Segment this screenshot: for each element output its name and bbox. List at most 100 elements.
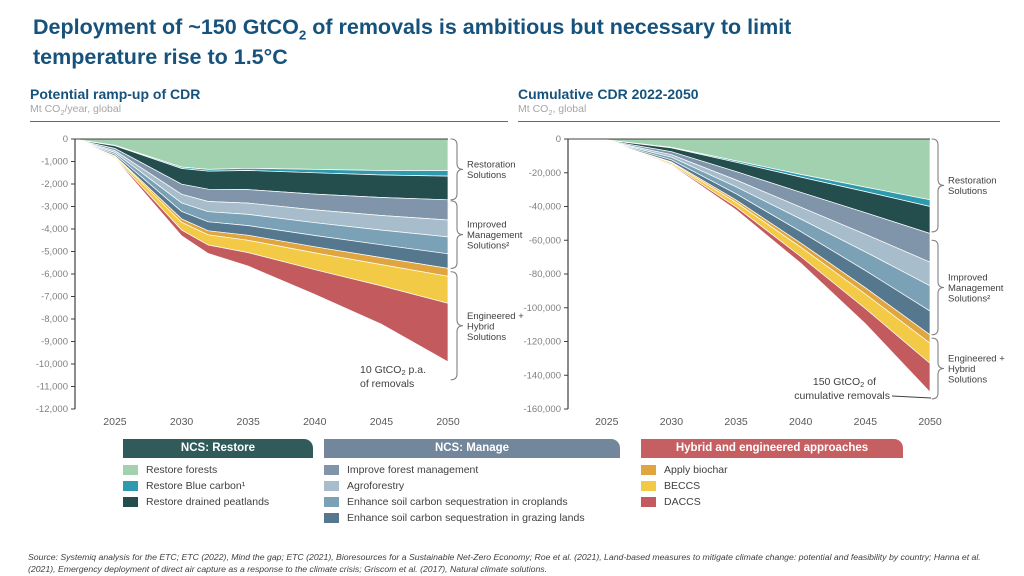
y-tick-label: -12,000 bbox=[36, 404, 68, 415]
bracket-label: Improved bbox=[467, 220, 507, 231]
legend-label: Improve forest management bbox=[347, 464, 479, 476]
legend-swatch bbox=[123, 465, 138, 475]
legend-swatch bbox=[641, 497, 656, 507]
x-tick-label: 2045 bbox=[370, 416, 394, 428]
x-tick-label: 2035 bbox=[724, 416, 748, 428]
annotation-connector-line bbox=[891, 395, 932, 399]
y-tick-label: -2,000 bbox=[41, 179, 68, 190]
legend-swatch bbox=[324, 513, 339, 523]
rampup-chart-header-block: Potential ramp-up of CDR Mt CO2/year, gl… bbox=[30, 86, 508, 123]
axes: 0 -1,000 -2,000 -3,000 -4,000 -5,000 -6,000 -7,… bbox=[36, 134, 460, 428]
legend-label: Restore forests bbox=[146, 464, 218, 476]
y-tick-label: -120,000 bbox=[523, 337, 561, 348]
cumulative-chart-unit: Mt CO2, global bbox=[518, 103, 1000, 123]
x-tick-label: 2025 bbox=[595, 416, 619, 428]
legend-label: DACCS bbox=[664, 496, 701, 508]
legend-label: Restore Blue carbon¹ bbox=[146, 480, 246, 492]
y-tick-label: -7,000 bbox=[41, 292, 68, 303]
area-daccs bbox=[74, 139, 449, 363]
annotation-line1: 150 GtCO2 of bbox=[813, 376, 876, 389]
legend-item: Enhance soil carbon sequestration in gra… bbox=[324, 510, 620, 526]
legend-items-hybrid-engineered: Apply biochar BECCS DACCS bbox=[641, 462, 903, 510]
legend-item: Restore forests bbox=[123, 462, 313, 478]
cumulative-chart-title: Cumulative CDR 2022-2050 bbox=[518, 86, 699, 102]
legend-swatch bbox=[641, 465, 656, 475]
legend-item: Agroforestry bbox=[324, 478, 620, 494]
legend-group-ncs-manage: NCS: Manage Improve forest management Agr… bbox=[324, 439, 620, 526]
curly-brace bbox=[931, 337, 945, 400]
legend-swatch bbox=[641, 481, 656, 491]
legend-group-ncs-restore: NCS: Restore Restore forests Restore Blue… bbox=[123, 439, 313, 526]
bracket-label: Solutions bbox=[467, 170, 506, 181]
y-tick-label: -20,000 bbox=[529, 168, 561, 179]
annotation-line2: cumulative removals bbox=[794, 390, 890, 402]
bracket-label: Hybrid bbox=[948, 364, 975, 375]
y-tick-label: 0 bbox=[556, 134, 561, 145]
y-tick-label: -1,000 bbox=[41, 157, 68, 168]
cumulative-stacked-area-chart: 0 -20,000 -40,000 -60,000 -80,000 -100,000 -12… bbox=[523, 134, 1005, 428]
legend-swatch bbox=[123, 497, 138, 507]
y-tick-label: -6,000 bbox=[41, 269, 68, 280]
page-title-line1: Deployment of ~150 GtCO2 of removals is … bbox=[33, 15, 792, 43]
y-tick-label: -80,000 bbox=[529, 269, 561, 280]
curly-brace bbox=[450, 138, 464, 201]
y-tick-label: -60,000 bbox=[529, 235, 561, 246]
y-tick-label: -40,000 bbox=[529, 202, 561, 213]
rampup-chart-title: Potential ramp-up of CDR bbox=[30, 86, 201, 102]
source-note: Source: Systemiq analysis for the ETC; E… bbox=[28, 552, 981, 575]
cumulative-chart-header-block: Cumulative CDR 2022-2050 Mt CO2, global bbox=[518, 86, 1000, 123]
chart-annotation: 10 GtCO2 p.a.of removals bbox=[360, 364, 426, 390]
bracket-label: Solutions² bbox=[948, 294, 990, 305]
legend-items-ncs-restore: Restore forests Restore Blue carbon¹ Resto… bbox=[123, 462, 313, 510]
annotation-line2: of removals bbox=[360, 378, 414, 390]
x-tick-label: 2050 bbox=[918, 416, 942, 428]
page-title: Deployment of ~150 GtCO2 of removals is … bbox=[33, 14, 983, 70]
legend-swatch bbox=[324, 465, 339, 475]
bracket-label: Hybrid bbox=[467, 321, 494, 332]
rampup-chart-unit: Mt CO2/year, global bbox=[30, 103, 508, 123]
legend-item: DACCS bbox=[641, 494, 903, 510]
legend-swatch bbox=[123, 481, 138, 491]
bracket-label: Engineered + bbox=[948, 354, 1005, 365]
annotation-line1: 10 GtCO2 p.a. bbox=[360, 364, 426, 377]
y-tick-label: -9,000 bbox=[41, 337, 68, 348]
axes: 0 -20,000 -40,000 -60,000 -80,000 -100,000 -12… bbox=[523, 134, 941, 428]
x-tick-label: 2030 bbox=[660, 416, 684, 428]
x-tick-label: 2050 bbox=[436, 416, 460, 428]
page-title-line2: temperature rise to 1.5°C bbox=[33, 44, 288, 69]
legend-label: Enhance soil carbon sequestration in cro… bbox=[347, 496, 568, 508]
legend-label: Restore drained peatlands bbox=[146, 496, 270, 508]
legend-label: Enhance soil carbon sequestration in gra… bbox=[347, 512, 585, 524]
bracket-label: Solutions bbox=[948, 186, 987, 197]
curly-brace bbox=[450, 200, 464, 269]
legend-item: Restore Blue carbon¹ bbox=[123, 478, 313, 494]
x-tick-label: 2030 bbox=[170, 416, 194, 428]
y-tick-label: -100,000 bbox=[523, 303, 561, 314]
legend-item: BECCS bbox=[641, 478, 903, 494]
y-tick-label: -3,000 bbox=[41, 202, 68, 213]
bracket-label: Restoration bbox=[467, 160, 516, 171]
y-tick-label: 0 bbox=[63, 134, 68, 145]
legend-header-ncs-manage: NCS: Manage bbox=[324, 439, 620, 458]
legend-header-hybrid-engineered: Hybrid and engineered approaches bbox=[641, 439, 903, 458]
legend-item: Improve forest management bbox=[324, 462, 620, 478]
bracket-label: Engineered + bbox=[467, 311, 524, 322]
legend-group-hybrid-engineered: Hybrid and engineered approaches Apply b… bbox=[641, 439, 903, 526]
y-tick-label: -140,000 bbox=[523, 370, 561, 381]
area-daccs bbox=[567, 138, 931, 393]
legend-item: Apply biochar bbox=[641, 462, 903, 478]
y-tick-label: -5,000 bbox=[41, 247, 68, 258]
bracket-annotations: RestorationSolutionsImprovedManagementSo… bbox=[931, 138, 1005, 400]
legend-label: BECCS bbox=[664, 480, 701, 492]
y-tick-label: -160,000 bbox=[523, 404, 561, 415]
bracket-label: Solutions² bbox=[467, 241, 509, 252]
bracket-label: Solutions bbox=[467, 332, 506, 343]
bracket-label: Management bbox=[467, 230, 523, 241]
area-series-group bbox=[74, 138, 449, 363]
x-tick-label: 2045 bbox=[854, 416, 878, 428]
area-series-group bbox=[567, 138, 931, 393]
curly-brace bbox=[931, 138, 945, 233]
bracket-label: Improved bbox=[948, 273, 988, 284]
curly-brace bbox=[450, 271, 464, 381]
